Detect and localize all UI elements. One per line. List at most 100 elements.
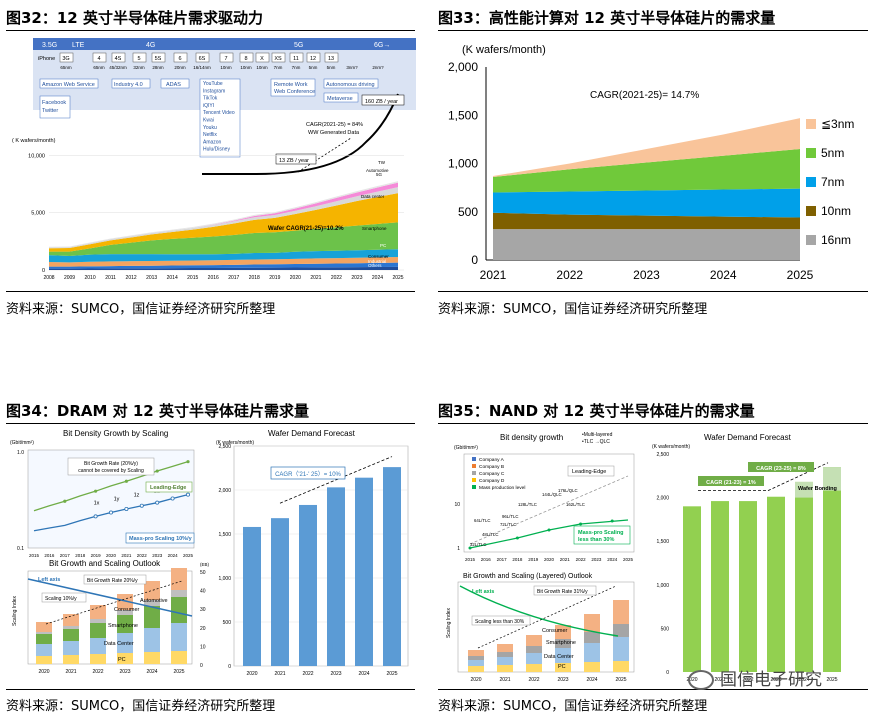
bar — [299, 504, 317, 666]
stack-segment — [63, 626, 79, 629]
legend-swatch — [472, 457, 476, 461]
x-tick-label: 2025 — [615, 677, 626, 683]
stack-segment — [90, 623, 106, 638]
service-aws: Amazon Web Service — [42, 82, 95, 88]
leading-edge-line — [33, 461, 189, 512]
legend-label: Company C — [479, 471, 505, 477]
masspro-point — [170, 496, 175, 501]
y-tick-label: 1,000 — [448, 157, 478, 171]
stack-segment — [613, 661, 629, 672]
cagr-label: CAGR（'21-' 25）= 10% — [275, 471, 341, 478]
x-tick-label: 2021 — [480, 268, 507, 282]
stack-segment — [468, 660, 484, 666]
stack-segment — [117, 633, 133, 653]
bit-growth-box — [533, 585, 597, 596]
node-label: 3nm? — [346, 65, 358, 70]
stack-segment — [90, 654, 106, 664]
node-label: 10nm — [220, 65, 232, 70]
x-tick-label: 2024 — [607, 557, 618, 562]
y-tick-label: 5,000 — [31, 211, 45, 217]
fig34-caption: 图34：DRAM 对 12 英寸半导体硅片需求量 — [6, 402, 309, 420]
data-callout-13zb: 13 ZB / year — [279, 158, 309, 164]
series-label: Automotive — [366, 168, 389, 173]
iphone-box — [239, 52, 254, 63]
y-axis-label: Scaling Index — [446, 607, 452, 638]
y-tick-label: 0 — [42, 268, 45, 274]
fig34-chart: Bit Density Growth by Scaling (Gbit/mm²)… — [10, 429, 409, 677]
node-label: 1x — [94, 500, 100, 506]
era-label: 3.5G — [42, 42, 57, 49]
masspro-box — [125, 532, 195, 544]
x-tick-label: 2025 — [173, 669, 184, 675]
x-tick-label: 2025 — [392, 275, 403, 281]
stack-segment — [63, 629, 79, 641]
y-tick-label: 2,500 — [656, 452, 669, 458]
x-tick-label: 2015 — [465, 557, 476, 562]
stack-segment — [497, 665, 513, 672]
legend-swatch — [806, 235, 816, 245]
masspro-point — [109, 510, 114, 515]
segment-label: Automotive — [140, 598, 168, 604]
era-label: LTE — [72, 42, 85, 49]
bar — [823, 467, 841, 672]
node-label: 5nm — [309, 65, 318, 70]
stack-segment — [555, 663, 571, 672]
y-axis-label: Scaling Index — [12, 595, 18, 626]
x-tick-label: 2015 — [187, 275, 198, 281]
masspro-point — [139, 503, 144, 508]
plot-frame — [457, 581, 635, 673]
segment-label: PC — [558, 664, 566, 670]
service-industry: Industry 4.0 — [114, 82, 143, 88]
iphone-label: iPhone — [38, 56, 55, 62]
service-remote: Remote Work Web Conference — [274, 82, 315, 95]
stack-segment — [613, 637, 629, 661]
y-tick-label: 0 — [666, 670, 669, 676]
service-adas: ADAS — [166, 82, 181, 88]
iphone-label: 5S — [155, 56, 162, 62]
trend-arrow — [767, 462, 829, 491]
masspro-point — [124, 507, 129, 512]
leading-point — [63, 499, 67, 503]
fig34-source-rule — [6, 689, 415, 690]
left-axis-label: Left axis — [38, 577, 60, 583]
stack-segment — [90, 638, 106, 654]
layer-label: 162L/TLC — [566, 502, 585, 507]
fig35-caption: 图35：NAND 对 12 英寸半导体硅片的需求量 — [438, 402, 755, 420]
x-tick-label: 2023 — [591, 557, 602, 562]
yr-tick-label: 0 — [200, 663, 203, 669]
x-tick-label: 2020 — [106, 553, 117, 558]
wafer-cagr: Wafer CAGR(21-25)=10.2% — [268, 226, 344, 232]
stack-segment — [171, 597, 187, 623]
legend-swatch — [806, 206, 816, 216]
series-label: Consumer — [368, 254, 389, 259]
y-tick-label: 1.0 — [17, 450, 24, 456]
legend-label: 7nm — [821, 175, 844, 189]
stack-segment — [36, 632, 52, 634]
leading-point — [124, 479, 128, 483]
nand-legend-note: •Multi-layered •TLC →QLC — [582, 432, 613, 445]
stack-segment — [584, 662, 600, 672]
x-tick-label: 2013 — [146, 275, 157, 281]
fig32-caption: 图32：12 英寸半导体硅片需求驱动力 — [6, 9, 263, 27]
legend-swatch — [472, 464, 476, 468]
legend-swatch — [806, 177, 816, 187]
x-tick-label: 2023 — [351, 275, 362, 281]
x-tick-label: 2020 — [246, 671, 257, 677]
layer-label: 32L/TLC — [470, 542, 486, 547]
nand-density-ylabel: (Gbit/mm²) — [454, 445, 478, 451]
stack-segment — [555, 648, 571, 663]
legend-label: 5nm — [821, 146, 844, 160]
callout-box — [67, 457, 155, 476]
fig33-area — [493, 229, 800, 260]
series-label: Industrial — [368, 259, 386, 264]
scaling-box — [41, 592, 87, 603]
stack-segment — [117, 653, 133, 664]
bar — [327, 487, 345, 666]
stack-segment — [144, 628, 160, 652]
x-tick-label: 2020 — [290, 275, 301, 281]
x-tick-label: 2022 — [576, 557, 587, 562]
x-tick-label: 2023 — [330, 671, 341, 677]
iphone-box — [132, 52, 147, 63]
node-label: 1z — [134, 492, 140, 498]
iphone-box — [271, 52, 286, 63]
